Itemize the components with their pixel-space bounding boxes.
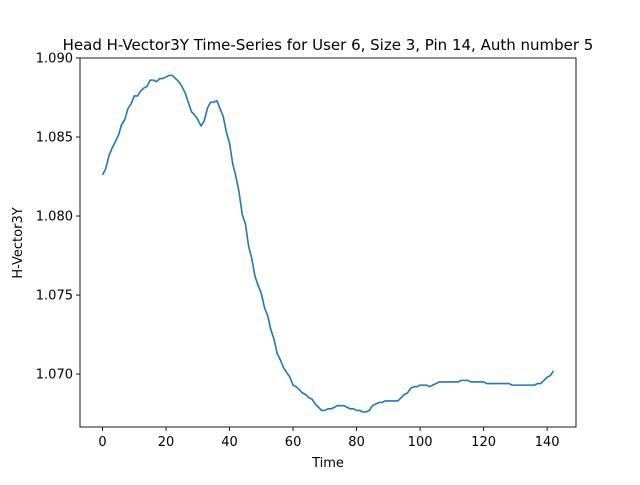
- x-tick-label: 20: [158, 435, 175, 450]
- y-axis-label: H-Vector3Y: [11, 207, 26, 278]
- y-tick-label: 1.090: [36, 52, 73, 67]
- series-line-0: [101, 74, 555, 413]
- x-axis-label: Time: [311, 456, 344, 471]
- y-tick-label: 1.085: [36, 131, 73, 146]
- x-tick-label: 0: [98, 435, 106, 450]
- x-tick-label: 60: [285, 435, 302, 450]
- y-tick-label: 1.075: [36, 289, 73, 304]
- y-tick-label: 1.070: [36, 368, 73, 383]
- x-tick-label: 80: [348, 435, 365, 450]
- axes-frame: [79, 57, 577, 428]
- chart-title: Head H-Vector3Y Time-Series for User 6, …: [63, 36, 594, 54]
- x-tick-label: 140: [535, 435, 560, 450]
- x-tick-label: 120: [471, 435, 496, 450]
- x-tick-label: 40: [221, 435, 238, 450]
- y-tick-label: 1.080: [36, 210, 73, 225]
- x-tick-label: 100: [408, 435, 433, 450]
- plot-area: 0 20 40 60 80 100 120 140 1.070 1.075 1.080 1.085 1.…: [36, 52, 577, 450]
